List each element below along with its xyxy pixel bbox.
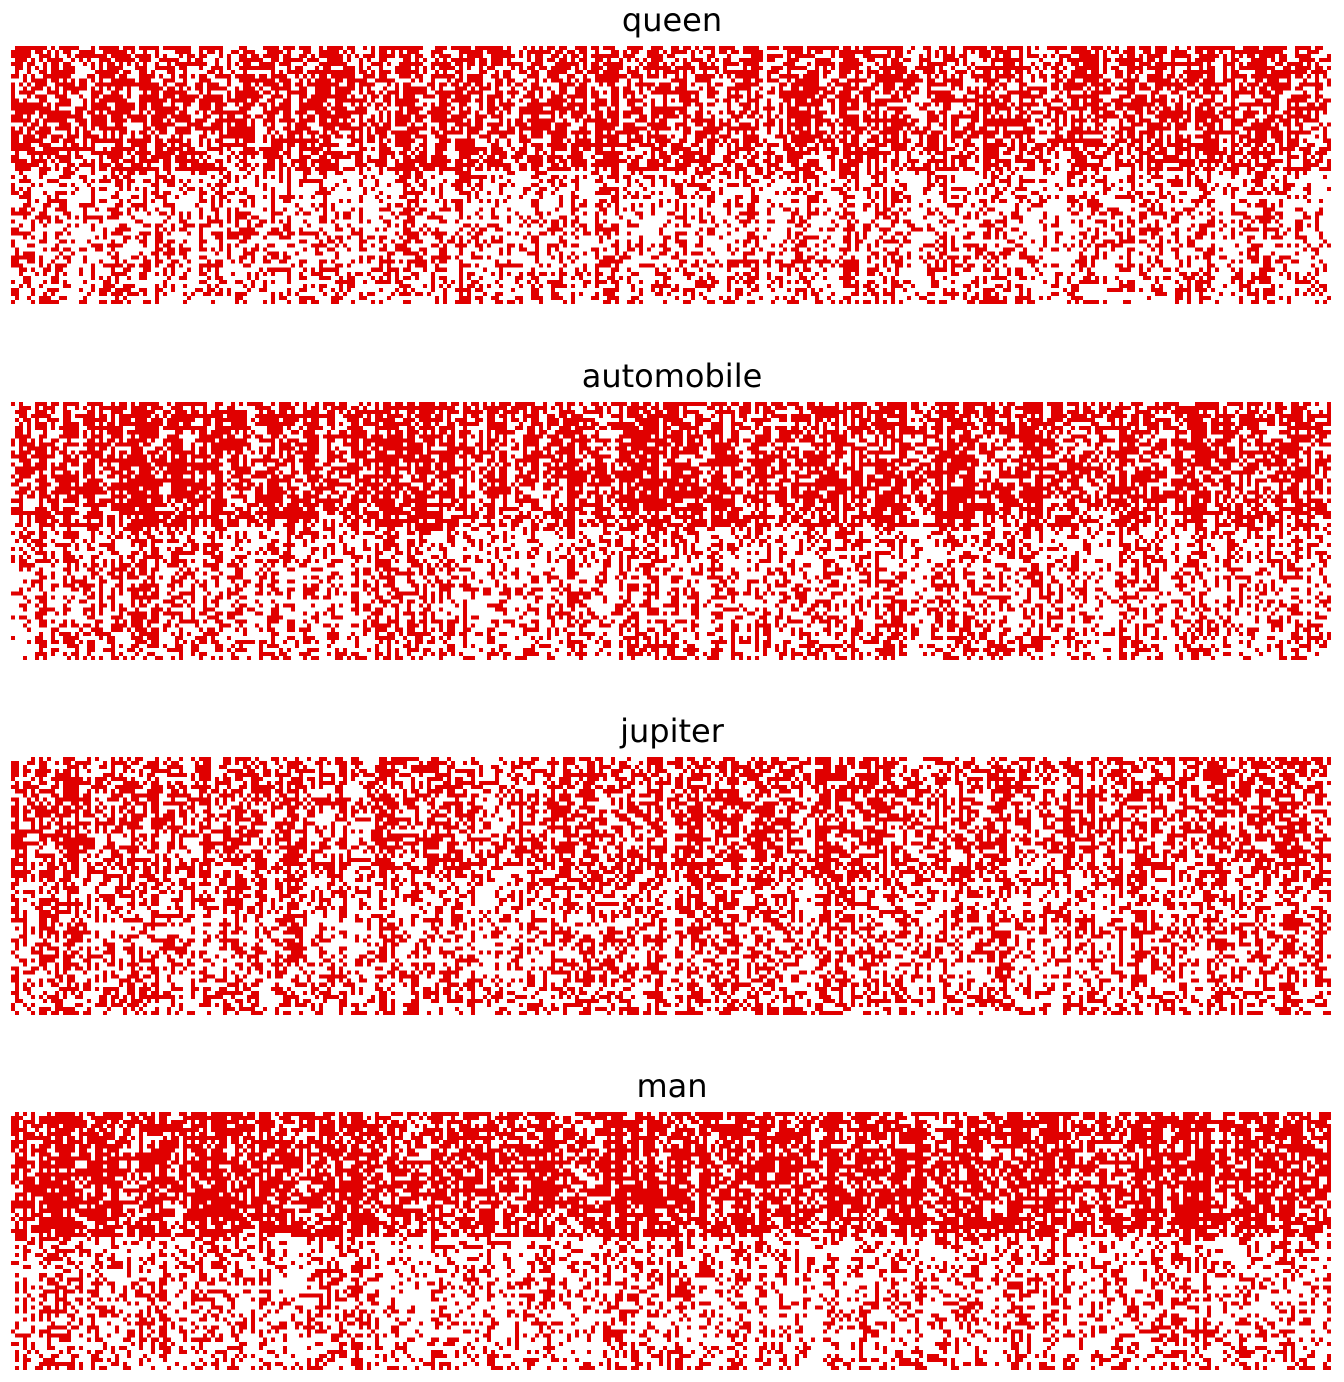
- heatmap-grid: [11, 402, 1331, 660]
- heatmap-grid: [11, 757, 1331, 1015]
- heatmap-grid: [11, 46, 1331, 304]
- chart-title: jupiter: [620, 712, 724, 750]
- heatmap-grid: [11, 1112, 1331, 1370]
- chart-title: man: [636, 1067, 708, 1105]
- chart-title: queen: [621, 1, 723, 39]
- chart-title: automobile: [581, 357, 763, 395]
